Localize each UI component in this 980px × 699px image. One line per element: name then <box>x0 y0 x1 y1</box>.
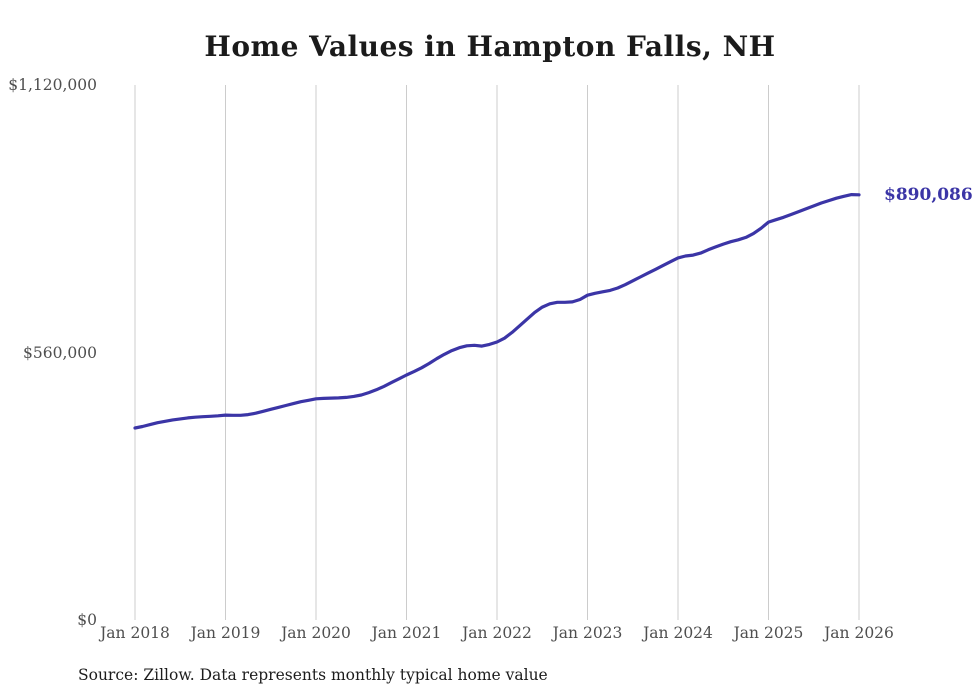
x-tick-label: Jan 2022 <box>462 624 532 642</box>
chart-title: Home Values in Hampton Falls, NH <box>204 30 776 63</box>
x-tick-label: Jan 2020 <box>281 624 351 642</box>
y-tick-label: $1,120,000 <box>8 76 97 94</box>
x-tick-label: Jan 2026 <box>824 624 894 642</box>
y-axis: $0 $560,000 $1,120,000 <box>0 0 97 699</box>
x-tick-label: Jan 2021 <box>371 624 442 642</box>
end-value-label: $890,086 <box>884 184 973 205</box>
x-tick-label: Jan 2025 <box>733 624 804 642</box>
source-note: Source: Zillow. Data represents monthly … <box>78 666 548 684</box>
x-tick-label: Jan 2023 <box>552 624 623 642</box>
y-tick-label: $560,000 <box>23 343 97 362</box>
y-tick-label: $0 <box>77 611 97 629</box>
x-tick-label: Jan 2024 <box>643 624 713 642</box>
x-tick-label: Jan 2018 <box>100 624 170 642</box>
x-tick-label: Jan 2019 <box>190 624 261 642</box>
x-axis: Jan 2018 Jan 2019 Jan 2020 Jan 2021 Jan 2022… <box>0 624 980 646</box>
home-value-line <box>133 193 861 430</box>
